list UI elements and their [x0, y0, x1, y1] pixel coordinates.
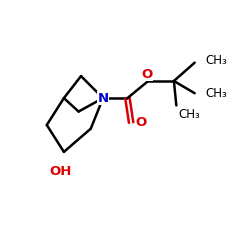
Text: CH₃: CH₃ — [179, 108, 201, 120]
Text: N: N — [98, 92, 108, 104]
Text: CH₃: CH₃ — [206, 87, 228, 100]
Text: CH₃: CH₃ — [206, 54, 228, 67]
Text: OH: OH — [49, 165, 72, 178]
Text: O: O — [142, 68, 152, 81]
Text: O: O — [136, 116, 147, 129]
